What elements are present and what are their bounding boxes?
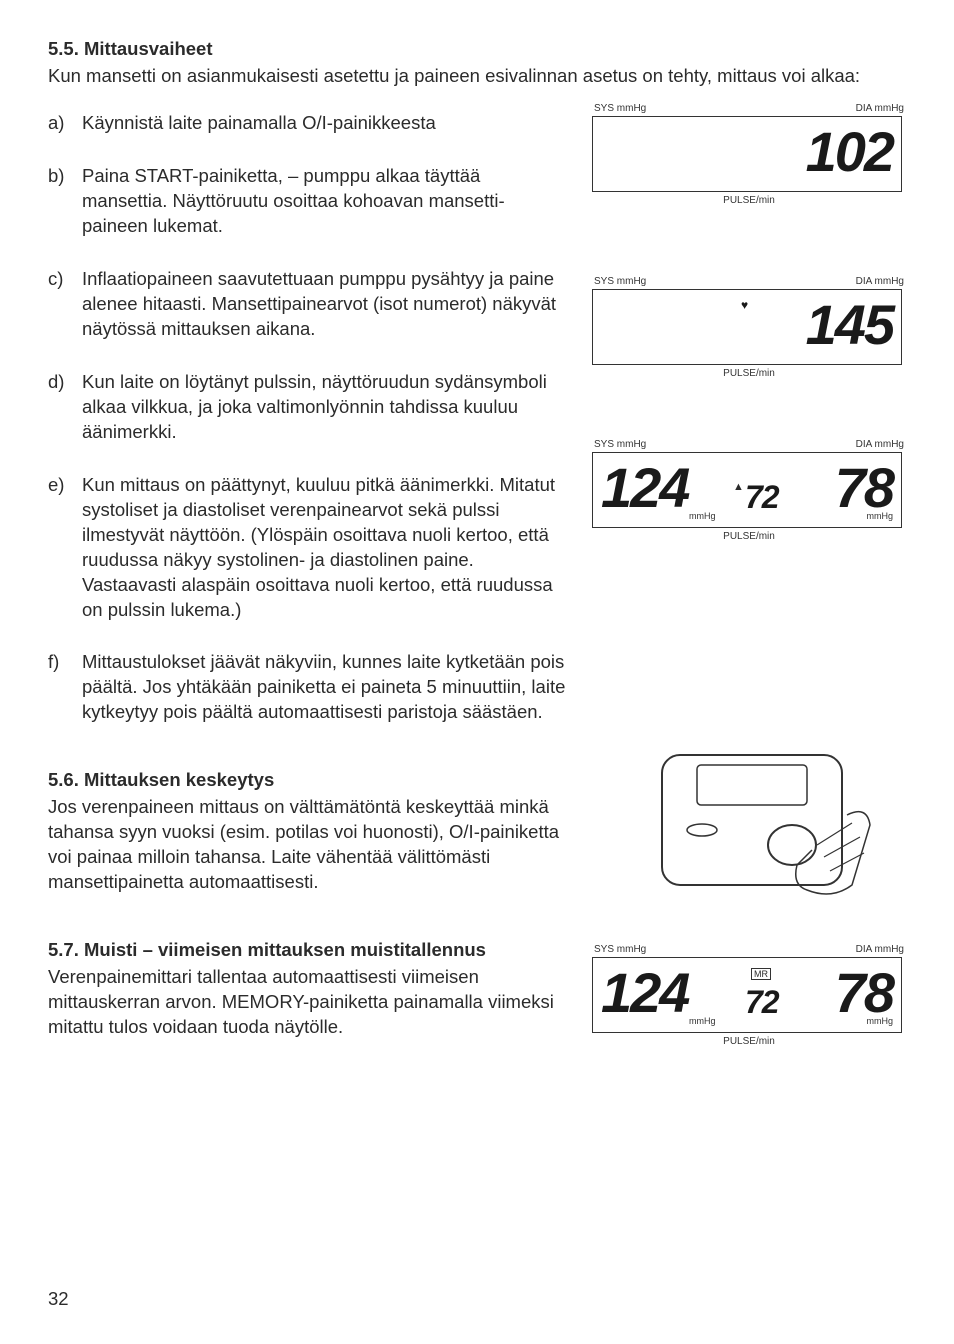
section-57: 5.7. Muisti – viimeisen mittauksen muist…: [48, 939, 570, 1040]
dia-label: DIA mmHg: [856, 439, 904, 450]
pulse-label: PULSE/min: [592, 368, 906, 379]
lcd-display-4: SYS mmHg DIA mmHg 124 mmHg MR 72 78 mmHg…: [592, 944, 906, 1047]
list-text: Kun laite on löytänyt pulssin, näyttöruu…: [82, 370, 570, 445]
pulse-label: PULSE/min: [592, 195, 906, 206]
lcd-pulse: 72: [745, 984, 779, 1021]
dia-label: DIA mmHg: [856, 276, 904, 287]
sys-label: SYS mmHg: [594, 944, 646, 955]
lcd-display-1: SYS mmHg DIA mmHg 102 PULSE/min: [592, 103, 906, 206]
list-text: Mittaustulokset jäävät näkyviin, kunnes …: [82, 650, 570, 725]
list-text: Inflaatiopaineen saavutettuaan pumppu py…: [82, 267, 570, 342]
lcd-display-3: SYS mmHg DIA mmHg 124 mmHg ▲ 72 78 mmHg …: [592, 439, 906, 542]
list-item: b) Paina START-painiketta, – pumppu alka…: [48, 164, 570, 239]
section-55: 5.5. Mittausvaiheet Kun mansetti on asia…: [48, 38, 906, 753]
section-57-heading: 5.7. Muisti – viimeisen mittauksen muist…: [48, 939, 570, 961]
list-label: b): [48, 164, 82, 189]
list-item: d) Kun laite on löytänyt pulssin, näyttö…: [48, 370, 570, 445]
lcd-pulse: 72: [745, 479, 779, 516]
section-55-displays: SYS mmHg DIA mmHg 102 PULSE/min SYS mmHg…: [588, 111, 906, 592]
section-55-heading: 5.5. Mittausvaiheet: [48, 38, 906, 60]
lcd-sys: 124: [601, 455, 688, 520]
lcd-box: 102: [592, 116, 902, 192]
list-item: c) Inflaatiopaineen saavutettuaan pumppu…: [48, 267, 570, 342]
list-text: Kun mittaus on päättynyt, kuuluu pitkä ä…: [82, 473, 570, 623]
lower-right: SYS mmHg DIA mmHg 124 mmHg MR 72 78 mmHg…: [588, 757, 906, 1097]
section-55-list: a) Käynnistä laite painamalla O/I-painik…: [48, 111, 588, 753]
section-55-row: a) Käynnistä laite painamalla O/I-painik…: [48, 111, 906, 753]
dia-label: DIA mmHg: [856, 944, 904, 955]
list-label: a): [48, 111, 82, 136]
section-56: 5.6. Mittauksen keskeytys Jos verenpaine…: [48, 769, 570, 895]
unit-mmhg: mmHg: [689, 1016, 716, 1026]
lcd-display-2: SYS mmHg DIA mmHg ♥ 145 PULSE/min: [592, 276, 906, 379]
sys-label: SYS mmHg: [594, 276, 646, 287]
section-56-text: Jos verenpaineen mittaus on välttämätönt…: [48, 795, 570, 895]
list-label: c): [48, 267, 82, 292]
lcd-sys: 124: [601, 960, 688, 1025]
lcd-value: 145: [806, 292, 893, 357]
mr-badge: MR: [751, 968, 771, 980]
pulse-label: PULSE/min: [592, 1036, 906, 1047]
unit-mmhg: mmHg: [867, 1016, 894, 1026]
lcd-box: 124 mmHg MR 72 78 mmHg: [592, 957, 902, 1033]
list-item: a) Käynnistä laite painamalla O/I-painik…: [48, 111, 570, 136]
list-text: Paina START-painiketta, – pumppu alkaa t…: [82, 164, 570, 239]
list-label: d): [48, 370, 82, 395]
section-55-intro: Kun mansetti on asianmukaisesti asetettu…: [48, 64, 906, 89]
lcd-value: 102: [806, 119, 893, 184]
list-label: f): [48, 650, 82, 675]
device-illustration: [652, 745, 882, 915]
sys-label: SYS mmHg: [594, 439, 646, 450]
lcd-box: ♥ 145: [592, 289, 902, 365]
unit-mmhg: mmHg: [689, 511, 716, 521]
sys-label: SYS mmHg: [594, 103, 646, 114]
up-arrow-icon: ▲: [733, 481, 744, 493]
list-label: e): [48, 473, 82, 498]
unit-mmhg: mmHg: [867, 511, 894, 521]
lcd-box: 124 mmHg ▲ 72 78 mmHg: [592, 452, 902, 528]
section-56-heading: 5.6. Mittauksen keskeytys: [48, 769, 570, 791]
heart-icon: ♥: [741, 298, 748, 312]
list-text: Käynnistä laite painamalla O/I-painikkee…: [82, 111, 570, 136]
lower-row: 5.6. Mittauksen keskeytys Jos verenpaine…: [48, 757, 906, 1097]
list-item: e) Kun mittaus on päättynyt, kuuluu pitk…: [48, 473, 570, 623]
section-57-text: Verenpainemittari tallentaa automaattise…: [48, 965, 570, 1040]
lower-left: 5.6. Mittauksen keskeytys Jos verenpaine…: [48, 757, 588, 1040]
page-number: 32: [48, 1288, 69, 1310]
pulse-label: PULSE/min: [592, 531, 906, 542]
dia-label: DIA mmHg: [856, 103, 904, 114]
list-item: f) Mittaustulokset jäävät näkyviin, kunn…: [48, 650, 570, 725]
